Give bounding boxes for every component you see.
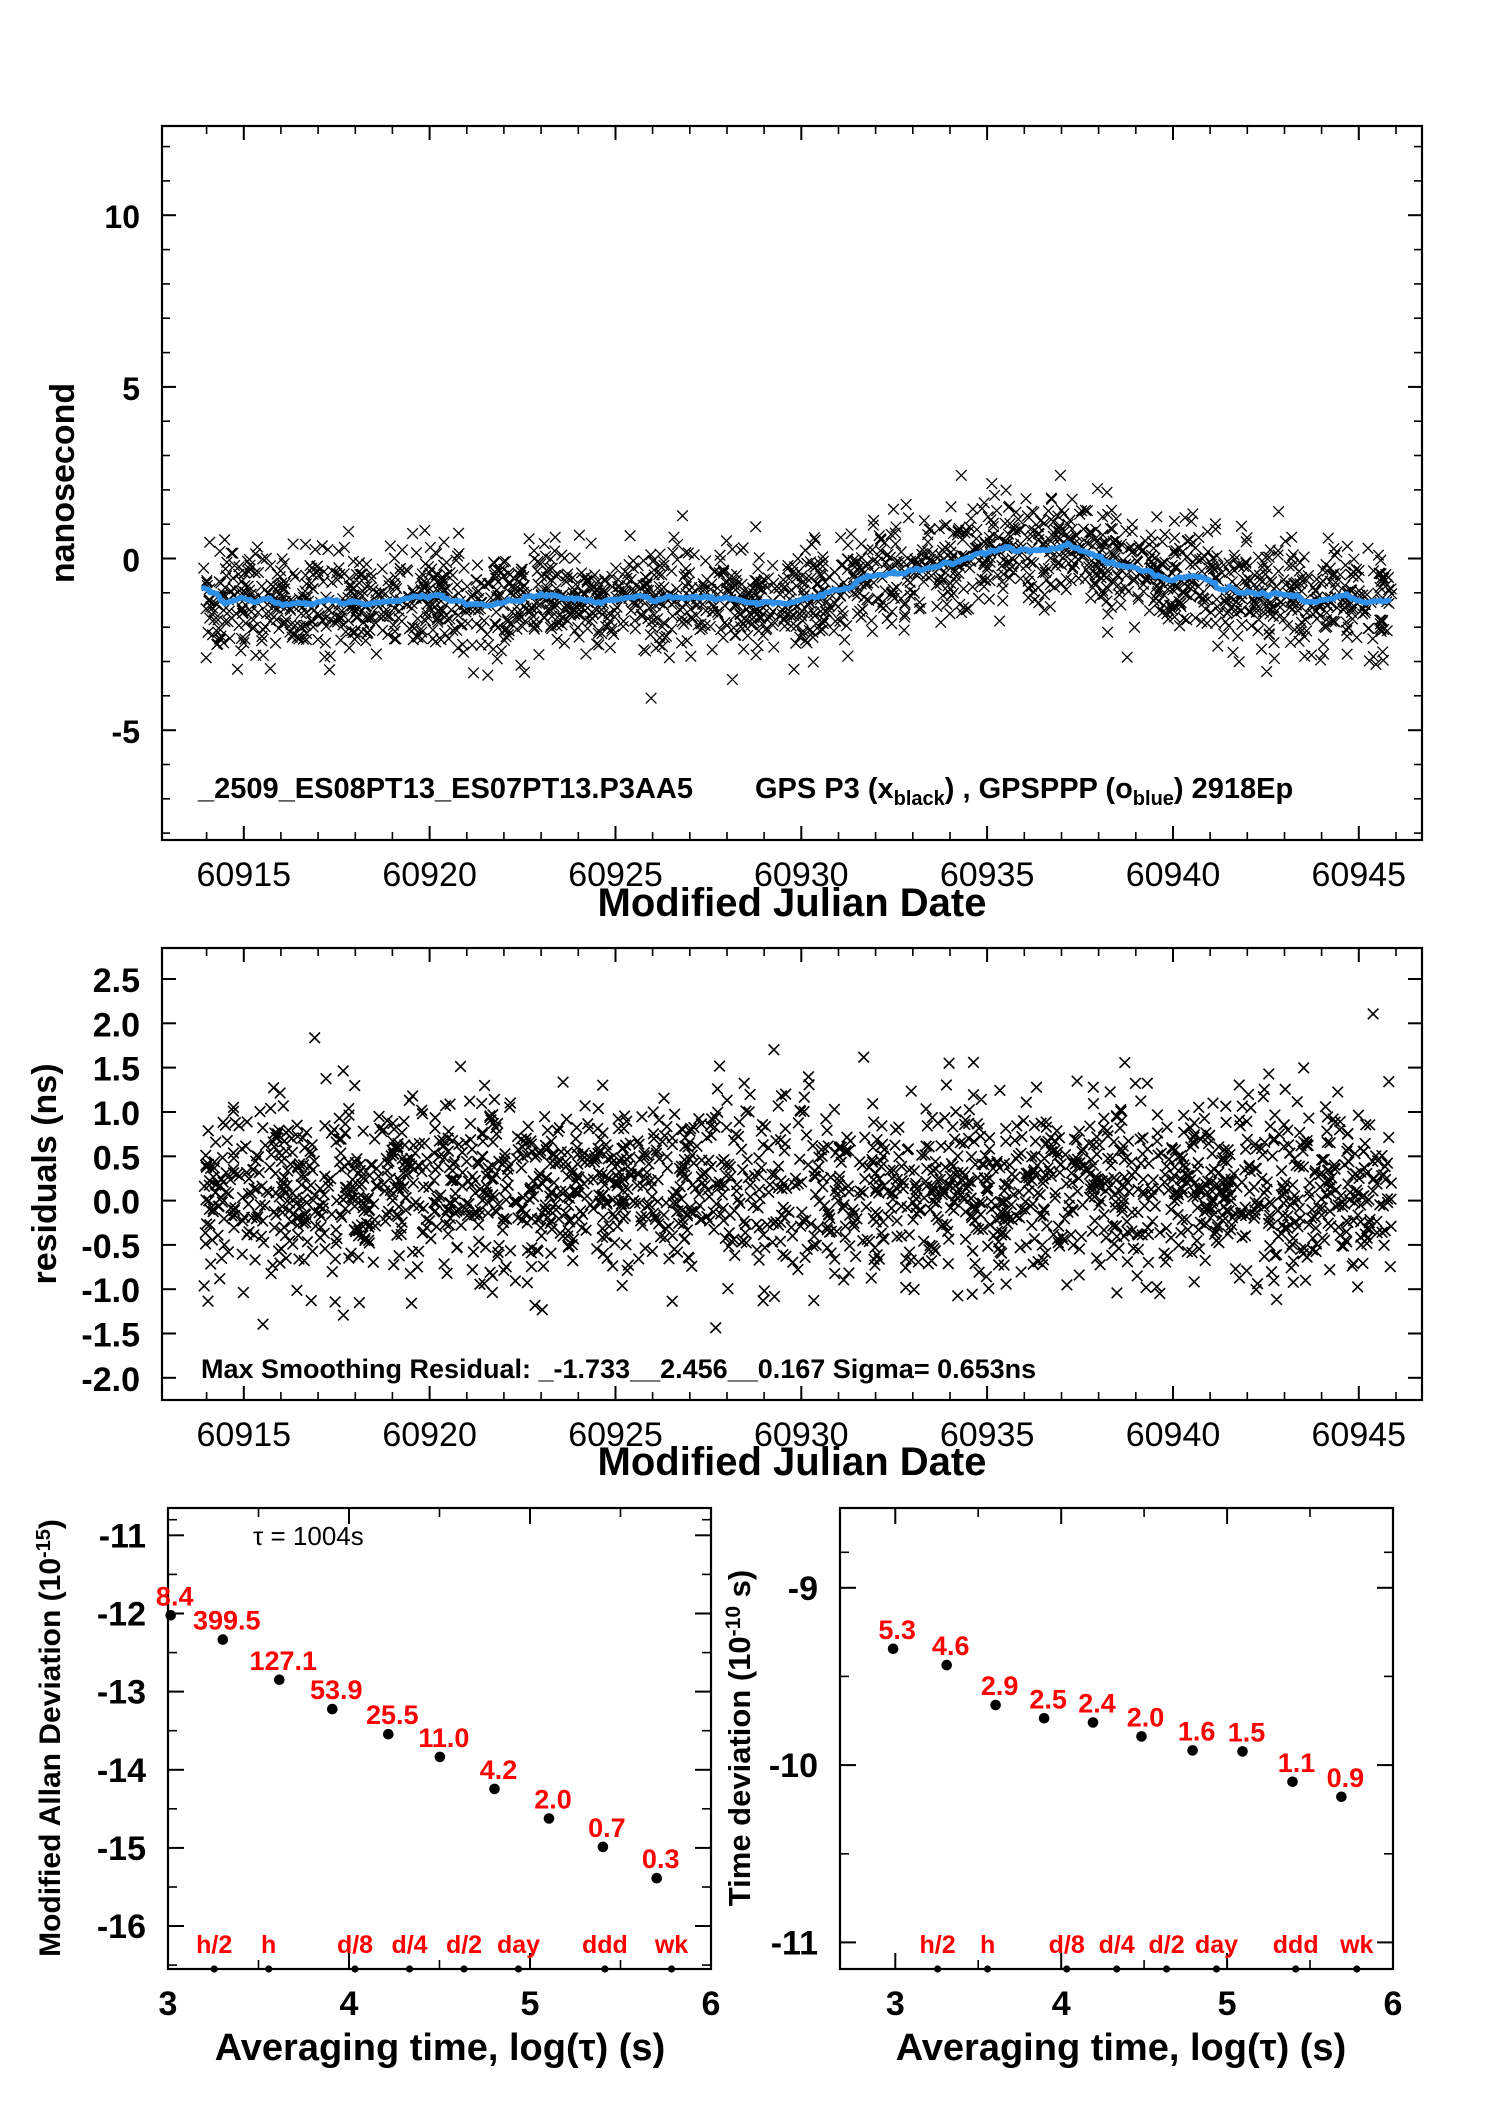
svg-text:2.0: 2.0 <box>1127 1702 1165 1732</box>
svg-text:60920: 60920 <box>382 856 477 894</box>
svg-text:-0.5: -0.5 <box>81 1228 140 1266</box>
svg-text:-5: -5 <box>112 714 140 750</box>
svg-text:ddd: ddd <box>582 1931 628 1959</box>
svg-text:residuals (ns): residuals (ns) <box>26 1063 64 1284</box>
svg-text:6: 6 <box>702 1985 721 2023</box>
svg-text:-14: -14 <box>97 1752 146 1790</box>
svg-text:d/2: d/2 <box>446 1931 482 1959</box>
svg-text:60940: 60940 <box>1126 856 1221 894</box>
svg-text:6: 6 <box>1384 1985 1403 2023</box>
svg-text:d/2: d/2 <box>1149 1931 1185 1959</box>
svg-text:Modified Julian Date: Modified Julian Date <box>598 881 987 925</box>
svg-text:1.0: 1.0 <box>93 1095 140 1133</box>
svg-text:day: day <box>1195 1931 1238 1959</box>
svg-text:τ = 1004s: τ = 1004s <box>253 1521 364 1551</box>
svg-text:d/8: d/8 <box>1049 1931 1085 1959</box>
svg-text:Averaging time, log(τ) (s): Averaging time, log(τ) (s) <box>896 2027 1346 2069</box>
svg-text:-11: -11 <box>771 1924 818 1962</box>
svg-text:1.6: 1.6 <box>1178 1716 1216 1746</box>
svg-text:h/2: h/2 <box>196 1931 232 1959</box>
svg-text:h/2: h/2 <box>920 1931 956 1959</box>
svg-text:0.7: 0.7 <box>588 1813 626 1843</box>
svg-text:0.0: 0.0 <box>93 1184 140 1222</box>
svg-text:60945: 60945 <box>1312 1416 1407 1454</box>
svg-text:wk: wk <box>1339 1931 1373 1959</box>
svg-text:0.5: 0.5 <box>93 1139 140 1177</box>
svg-text:-16: -16 <box>97 1908 146 1946</box>
svg-text:-1.5: -1.5 <box>81 1317 140 1355</box>
svg-text:d/4: d/4 <box>391 1931 427 1959</box>
svg-text:d/4: d/4 <box>1099 1931 1135 1959</box>
svg-text:-10: -10 <box>769 1747 818 1785</box>
svg-text:25.5: 25.5 <box>366 1700 419 1730</box>
svg-text:Modified Allan Deviation (10-1: Modified Allan Deviation (10-15) <box>33 1519 67 1957</box>
svg-text:-13: -13 <box>97 1674 146 1712</box>
svg-text:0.9: 0.9 <box>1327 1763 1365 1793</box>
svg-text:3: 3 <box>159 1985 178 2023</box>
svg-text:53.9: 53.9 <box>310 1675 363 1705</box>
svg-text:10: 10 <box>104 199 140 235</box>
svg-text:ddd: ddd <box>1273 1931 1319 1959</box>
svg-text:0.3: 0.3 <box>642 1844 680 1874</box>
svg-text:2.0: 2.0 <box>93 1006 140 1044</box>
svg-text:Max Smoothing Residual: _-1.73: Max Smoothing Residual: _-1.733__2.456__… <box>201 1354 1036 1384</box>
svg-text:60920: 60920 <box>382 1416 477 1454</box>
svg-text:_2509_ES08PT13_ES07PT13.P3AA5: _2509_ES08PT13_ES07PT13.P3AA5 <box>197 773 693 805</box>
svg-text:d/8: d/8 <box>337 1931 373 1959</box>
svg-text:Averaging time, log(τ) (s): Averaging time, log(τ) (s) <box>215 2027 665 2069</box>
svg-text:2.0: 2.0 <box>534 1785 572 1815</box>
svg-text:-11: -11 <box>99 1517 146 1555</box>
svg-text:2.5: 2.5 <box>93 962 140 1000</box>
svg-text:4: 4 <box>1052 1985 1071 2023</box>
svg-text:h: h <box>980 1931 995 1959</box>
svg-text:1.1: 1.1 <box>1278 1748 1316 1778</box>
svg-text:399.5: 399.5 <box>193 1606 261 1636</box>
svg-text:1.5: 1.5 <box>1228 1717 1266 1747</box>
svg-text:-12: -12 <box>97 1596 146 1634</box>
svg-text:2.9: 2.9 <box>981 1671 1019 1701</box>
svg-text:1.5: 1.5 <box>93 1051 140 1089</box>
svg-text:2.4: 2.4 <box>1078 1689 1116 1719</box>
svg-text:wk: wk <box>654 1931 688 1959</box>
svg-text:127.1: 127.1 <box>250 1646 318 1676</box>
svg-text:3: 3 <box>886 1985 905 2023</box>
svg-text:4: 4 <box>340 1985 359 2023</box>
svg-text:4.2: 4.2 <box>480 1755 518 1785</box>
svg-text:11.0: 11.0 <box>418 1723 469 1753</box>
svg-text:nanosecond: nanosecond <box>44 383 82 583</box>
svg-text:day: day <box>497 1931 540 1959</box>
svg-text:-2.0: -2.0 <box>81 1361 140 1399</box>
svg-text:5: 5 <box>521 1985 540 2023</box>
svg-text:8.4: 8.4 <box>156 1581 194 1611</box>
svg-text:60940: 60940 <box>1126 1416 1221 1454</box>
svg-text:GPS P3 (xblack) , GPSPPP (obl: GPS P3 (xblack) , GPSPPP (oblue) 2918Ep <box>755 773 1293 810</box>
svg-text:5.3: 5.3 <box>878 1615 916 1645</box>
svg-text:60945: 60945 <box>1312 856 1407 894</box>
svg-text:-15: -15 <box>97 1830 146 1868</box>
svg-text:h: h <box>261 1931 276 1959</box>
svg-text:2.5: 2.5 <box>1029 1684 1067 1714</box>
svg-text:-9: -9 <box>788 1570 818 1608</box>
svg-text:5: 5 <box>122 371 140 407</box>
svg-text:-1.0: -1.0 <box>81 1272 140 1310</box>
svg-text:5: 5 <box>1218 1985 1237 2023</box>
svg-text:0: 0 <box>122 543 140 579</box>
svg-text:Modified Julian Date: Modified Julian Date <box>598 1440 987 1484</box>
svg-text:4.6: 4.6 <box>932 1631 970 1661</box>
svg-text:60915: 60915 <box>197 1416 292 1454</box>
svg-text:60915: 60915 <box>197 856 292 894</box>
